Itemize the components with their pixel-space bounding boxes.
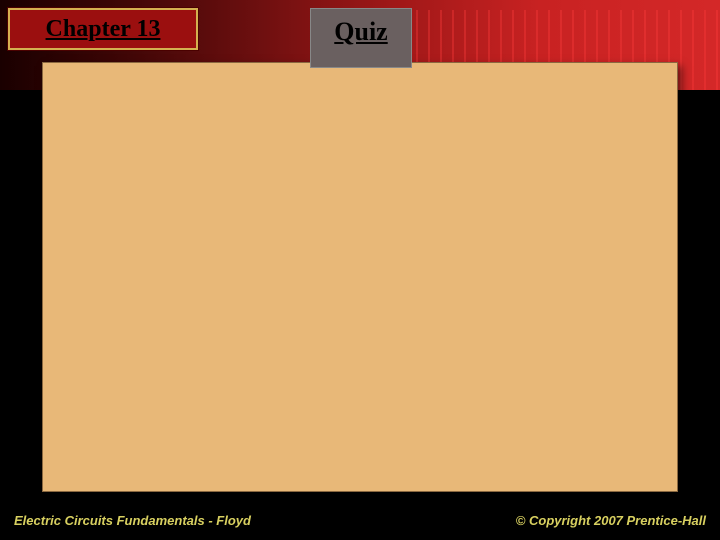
footer-book-title: Electric Circuits Fundamentals - Floyd <box>14 513 251 528</box>
quiz-title-box: Quiz <box>310 8 412 68</box>
chapter-title: Chapter 13 <box>46 16 161 43</box>
footer-copyright: © Copyright 2007 Prentice-Hall <box>516 513 706 528</box>
content-panel <box>42 62 678 492</box>
chapter-title-box: Chapter 13 <box>8 8 198 50</box>
quiz-title: Quiz <box>334 17 387 47</box>
